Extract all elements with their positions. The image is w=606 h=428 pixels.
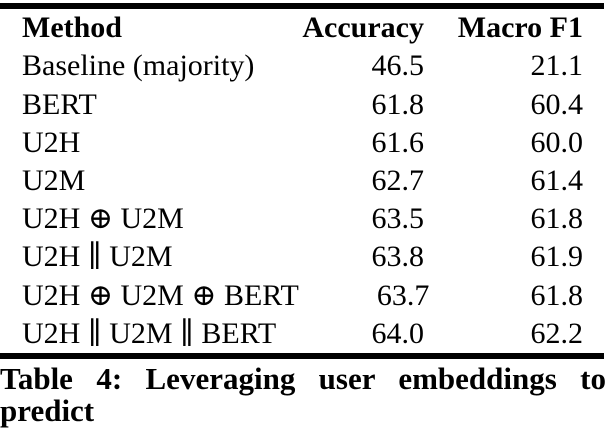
method-cell: U2H ∥ U2M ∥ BERT — [22, 316, 277, 350]
method-cell: U2M — [22, 163, 86, 197]
table-row: U2H ⊕ U2M ⊕ BERT 63.7 61.8 — [22, 277, 583, 315]
method-cell: U2H ⊕ U2M — [22, 202, 184, 236]
accuracy-cell: 46.5 — [371, 49, 425, 83]
macro-f1-cell: 21.1 — [530, 49, 584, 83]
macro-f1-cell: 60.4 — [530, 87, 584, 121]
accuracy-cell: 62.7 — [371, 163, 425, 197]
accuracy-cell: 61.8 — [371, 87, 425, 121]
caption-line: the bias of the media cited by troll use… — [0, 427, 606, 428]
table-caption: Table 4: Leveraging user embeddings to p… — [0, 363, 606, 428]
column-header-macro-f1: Macro F1 — [457, 11, 583, 45]
column-header-method: Method — [22, 11, 122, 45]
table-row: U2H 61.6 60.0 — [22, 124, 583, 162]
accuracy-cell: 63.8 — [371, 240, 425, 274]
accuracy-cell: 63.5 — [371, 202, 425, 236]
results-table: Method Accuracy Macro F1 Baseline (major… — [22, 9, 583, 353]
macro-f1-cell: 62.2 — [530, 316, 584, 350]
caption-line: Table 4: Leveraging user embeddings to p… — [0, 361, 606, 428]
macro-f1-cell: 61.8 — [530, 202, 584, 236]
method-cell: BERT — [22, 87, 97, 121]
macro-f1-cell: 60.0 — [530, 125, 584, 159]
method-cell: U2H ∥ U2M — [22, 240, 173, 274]
method-cell: U2H ⊕ U2M ⊕ BERT — [22, 278, 299, 312]
accuracy-cell: 64.0 — [371, 316, 425, 350]
table-row: Baseline (majority) 46.5 21.1 — [22, 47, 583, 85]
column-header-accuracy: Accuracy — [302, 11, 424, 45]
table-row: U2H ⊕ U2M 63.5 61.8 — [22, 200, 583, 238]
macro-f1-cell: 61.8 — [530, 278, 584, 312]
table-row: BERT 61.8 60.4 — [22, 85, 583, 123]
method-cell: U2H — [22, 125, 81, 159]
method-cell: Baseline (majority) — [22, 49, 255, 83]
table-bottom-rule — [0, 353, 604, 359]
table-top-rule — [0, 3, 604, 9]
accuracy-cell: 63.7 — [376, 278, 430, 312]
accuracy-cell: 61.6 — [371, 125, 425, 159]
macro-f1-cell: 61.4 — [530, 163, 584, 197]
table-row: U2H ∥ U2M ∥ BERT 64.0 62.2 — [22, 315, 583, 353]
macro-f1-cell: 61.9 — [530, 240, 584, 274]
table-row: U2H ∥ U2M 63.8 61.9 — [22, 238, 583, 276]
table-row: U2M 62.7 61.4 — [22, 162, 583, 200]
table-header-row: Method Accuracy Macro F1 — [22, 9, 583, 47]
